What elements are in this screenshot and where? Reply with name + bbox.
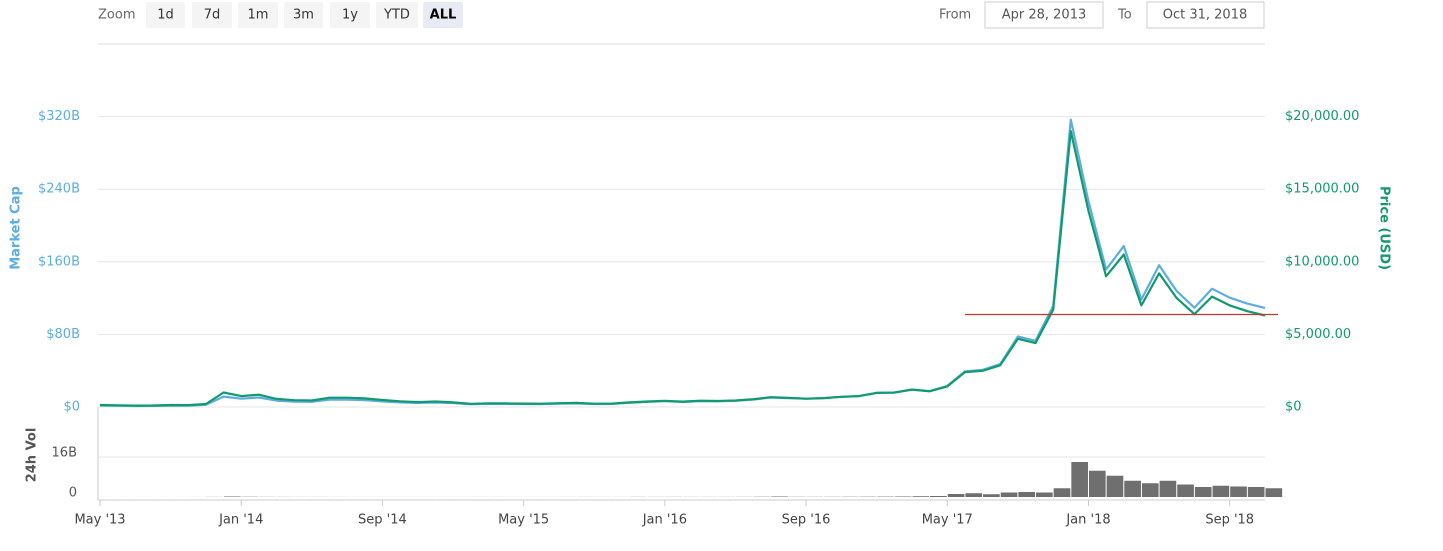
y2-tick-label: $15,000.00 [1285, 182, 1359, 197]
volume-bar [1053, 488, 1071, 497]
y-tick-label: $240B [38, 182, 80, 197]
zoom-button-label[interactable]: YTD [383, 8, 410, 23]
volume-bar [224, 496, 241, 497]
zoom-button[interactable] [376, 2, 418, 28]
zoom-button-label[interactable]: 3m [293, 8, 314, 23]
y2-axis-title: Price (USD) [1377, 186, 1392, 270]
x-tick-label: Sep '16 [782, 513, 831, 528]
zoom-button-label[interactable]: ALL [430, 8, 457, 23]
volume-bar [1018, 492, 1036, 497]
x-tick-label: Jan '18 [1065, 513, 1110, 528]
to-label: To [1117, 8, 1132, 23]
x-tick-label: May '15 [498, 513, 549, 528]
volume-bar [1265, 488, 1283, 497]
y-tick-label: $0 [63, 400, 80, 415]
volume-bar [1000, 492, 1018, 497]
volume-bar [1194, 487, 1212, 497]
volume-bar [1124, 480, 1141, 497]
zoom-label: Zoom [98, 8, 135, 23]
volume-bar [1106, 475, 1124, 497]
volume-bar [1230, 486, 1247, 497]
zoom-button[interactable] [192, 2, 232, 28]
series-line [99, 118, 1266, 408]
zoom-button-label[interactable]: 1m [248, 8, 269, 23]
x-tick-label: May '17 [922, 513, 973, 528]
x-tick-label: Sep '18 [1205, 513, 1254, 528]
y-tick-label: $80B [46, 327, 80, 342]
from-input[interactable] [984, 1, 1104, 29]
x-tick-label: Jan '16 [642, 513, 687, 528]
volume-bar [912, 496, 930, 497]
to-date[interactable]: Oct 31, 2018 [1163, 8, 1248, 23]
volume-bar [983, 494, 1000, 497]
to-input[interactable] [1146, 1, 1265, 29]
zoom-button[interactable] [284, 2, 323, 28]
x-tick-label: Jan '14 [218, 513, 263, 528]
zoom-button-label[interactable]: 1y [342, 8, 358, 23]
zoom-button-label[interactable]: 1d [157, 8, 174, 23]
volume-bar [965, 493, 983, 497]
volume-bar [1212, 485, 1230, 497]
y-tick-label: 16B [52, 446, 77, 461]
zoom-button-label[interactable]: 7d [204, 8, 221, 23]
y-tick-label: 0 [69, 486, 77, 501]
volume-bar [1071, 462, 1088, 497]
y-axis-title: Market Cap [9, 186, 24, 270]
y-tick-label: $320B [38, 109, 80, 124]
volume-bar [771, 496, 788, 497]
volume-bar [1159, 480, 1177, 497]
volume-bar [1036, 492, 1053, 497]
y2-tick-label: $0 [1285, 400, 1302, 415]
zoom-button[interactable] [238, 2, 278, 28]
volume-bar [894, 496, 912, 497]
y2-tick-label: $5,000.00 [1285, 327, 1351, 342]
from-date[interactable]: Apr 28, 2013 [1002, 8, 1087, 23]
zoom-button[interactable] [423, 2, 463, 28]
y2-tick-label: $10,000.00 [1285, 254, 1359, 269]
volume-bar [1141, 483, 1159, 497]
volume-bar [1177, 484, 1194, 497]
x-tick-label: Sep '14 [358, 513, 407, 528]
volume-bar [930, 496, 947, 497]
zoom-button[interactable] [330, 2, 370, 28]
zoom-button[interactable] [146, 2, 185, 28]
from-label: From [939, 8, 971, 23]
volume-bar [947, 494, 965, 497]
volume-axis-title: 24h Vol [25, 428, 40, 483]
y2-tick-label: $20,000.00 [1285, 109, 1359, 124]
series-line [99, 130, 1266, 407]
y-tick-label: $160B [38, 254, 80, 269]
x-tick-label: May '13 [74, 513, 125, 528]
volume-bar [1247, 487, 1265, 497]
volume-bar [1088, 470, 1106, 497]
